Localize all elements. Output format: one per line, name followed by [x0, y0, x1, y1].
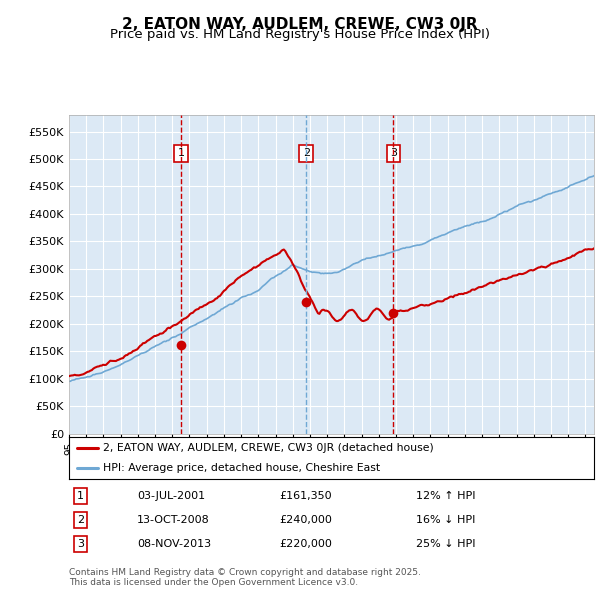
Text: £240,000: £240,000	[279, 515, 332, 525]
Text: 16% ↓ HPI: 16% ↓ HPI	[415, 515, 475, 525]
Text: 25% ↓ HPI: 25% ↓ HPI	[415, 539, 475, 549]
Text: 3: 3	[390, 148, 397, 158]
Text: 13-OCT-2008: 13-OCT-2008	[137, 515, 210, 525]
Text: 12% ↑ HPI: 12% ↑ HPI	[415, 491, 475, 501]
Text: 2: 2	[303, 148, 310, 158]
Text: £220,000: £220,000	[279, 539, 332, 549]
Text: HPI: Average price, detached house, Cheshire East: HPI: Average price, detached house, Ches…	[103, 464, 380, 473]
Text: 1: 1	[178, 148, 184, 158]
Text: 3: 3	[77, 539, 84, 549]
Text: 1: 1	[77, 491, 84, 501]
Text: 03-JUL-2001: 03-JUL-2001	[137, 491, 205, 501]
Text: Price paid vs. HM Land Registry's House Price Index (HPI): Price paid vs. HM Land Registry's House …	[110, 28, 490, 41]
Text: Contains HM Land Registry data © Crown copyright and database right 2025.
This d: Contains HM Land Registry data © Crown c…	[69, 568, 421, 587]
Text: 2, EATON WAY, AUDLEM, CREWE, CW3 0JR: 2, EATON WAY, AUDLEM, CREWE, CW3 0JR	[122, 17, 478, 31]
Text: £161,350: £161,350	[279, 491, 332, 501]
Text: 2, EATON WAY, AUDLEM, CREWE, CW3 0JR (detached house): 2, EATON WAY, AUDLEM, CREWE, CW3 0JR (de…	[103, 443, 434, 453]
Text: 2: 2	[77, 515, 84, 525]
Text: 08-NOV-2013: 08-NOV-2013	[137, 539, 211, 549]
